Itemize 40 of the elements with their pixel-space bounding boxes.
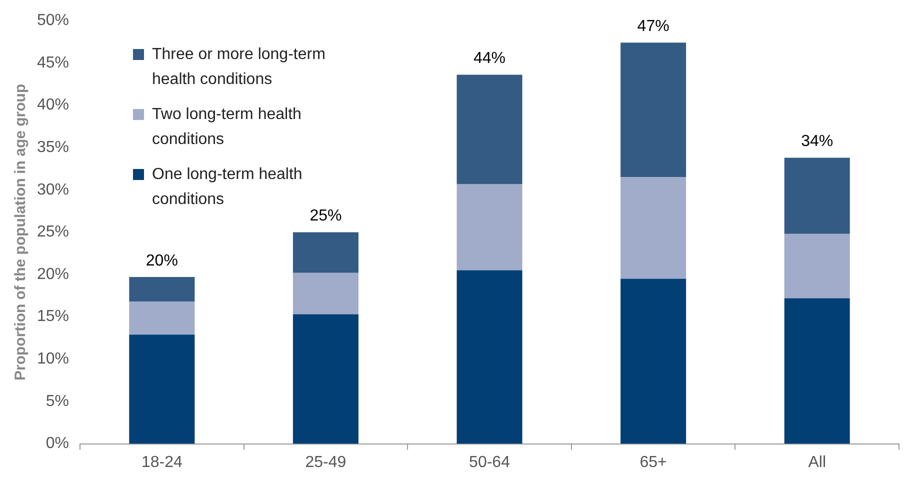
- y-axis-title: Proportion of the population in age group: [12, 84, 30, 381]
- legend-label: Three or more long-term health conditions: [152, 45, 326, 90]
- y-tick-label: 0%: [46, 435, 70, 452]
- y-tick-label: 35%: [36, 138, 70, 156]
- legend-label: Two long-term health conditions: [152, 105, 302, 150]
- bar: [129, 302, 195, 335]
- bar: [784, 298, 850, 444]
- legend-label: One long-term health conditions: [152, 166, 302, 208]
- bar: [292, 272, 358, 314]
- y-tick-label: 25%: [36, 224, 70, 241]
- total-label: 44%: [473, 50, 506, 68]
- bar: [292, 232, 358, 273]
- bar: [620, 42, 686, 178]
- bar: [292, 314, 358, 444]
- x-tick-label: 50-64: [469, 454, 510, 471]
- bar: [456, 184, 522, 270]
- y-tick-label: 5%: [46, 392, 70, 410]
- bar: [784, 234, 850, 298]
- x-tick-label: 65+: [640, 454, 667, 471]
- x-tick-label: 25-49: [305, 454, 346, 471]
- y-tick-label: 40%: [36, 96, 70, 114]
- x-tick-label: All: [808, 454, 826, 471]
- y-tick-label: 20%: [36, 266, 70, 283]
- bar: [784, 158, 850, 234]
- y-tick-label: 15%: [36, 308, 70, 326]
- total-label: 47%: [637, 18, 670, 36]
- y-tick-label: 45%: [36, 54, 70, 72]
- total-label: 25%: [310, 208, 342, 225]
- bar: [456, 74, 522, 184]
- bar: [456, 270, 522, 444]
- y-tick-label: 10%: [36, 350, 70, 368]
- y-tick-label: 50%: [36, 12, 70, 30]
- bar: [620, 278, 686, 444]
- x-tick-label: 18-24: [141, 454, 182, 471]
- bar: [129, 334, 195, 444]
- y-tick-label: 30%: [36, 181, 70, 198]
- bar: [129, 277, 195, 302]
- total-label: 34%: [801, 133, 834, 150]
- total-label: 20%: [146, 252, 178, 270]
- bar: [620, 177, 686, 279]
